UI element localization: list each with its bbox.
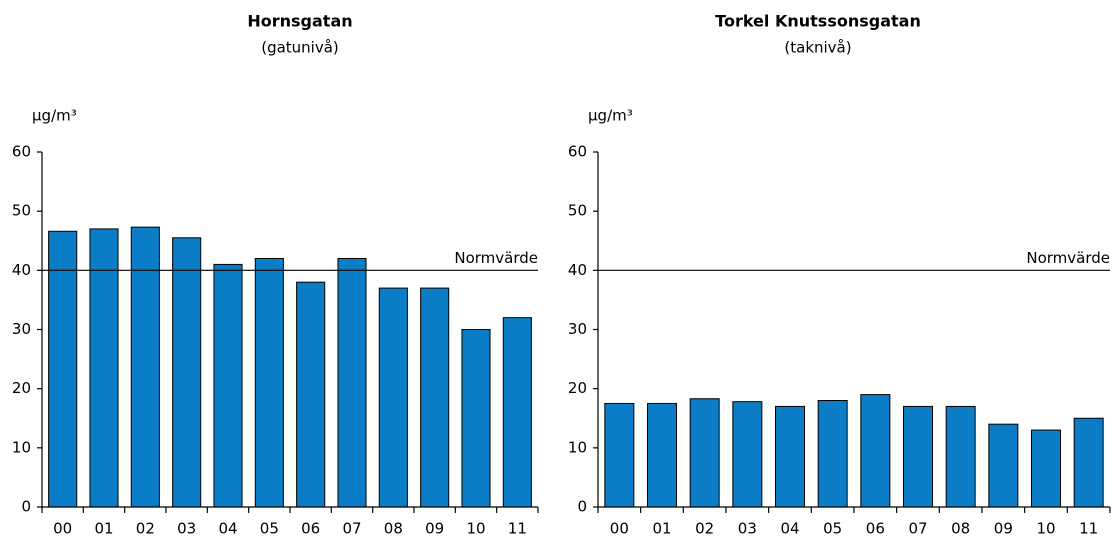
x-tick-label: 02 [695, 520, 714, 538]
bar [732, 401, 763, 508]
x-tick-label: 11 [508, 520, 527, 538]
y-tick-label: 30 [568, 320, 587, 338]
x-tick-label: 03 [177, 520, 196, 538]
bar [902, 405, 934, 508]
bar [646, 402, 678, 508]
bar [337, 258, 367, 508]
x-tick-label: 10 [466, 520, 485, 538]
x-tick-label: 09 [425, 520, 444, 538]
chart-subtitle: (gatunivå) [261, 39, 339, 57]
chart-title: Hornsgatan [247, 12, 352, 31]
x-tick-label: 03 [738, 520, 757, 538]
bar [502, 317, 532, 508]
y-tick-label: 0 [21, 498, 31, 516]
bar [817, 400, 848, 508]
bar [945, 405, 976, 508]
y-tick-label: 50 [568, 202, 587, 220]
bar [378, 287, 408, 508]
x-tick-label: 10 [1036, 520, 1055, 538]
bar [420, 287, 450, 508]
bar [689, 398, 720, 508]
bar [48, 230, 78, 508]
y-tick-label: 60 [12, 143, 31, 161]
x-tick-label: 05 [823, 520, 842, 538]
x-tick-label: 05 [260, 520, 279, 538]
x-tick-label: 09 [994, 520, 1013, 538]
x-tick-label: 04 [218, 520, 237, 538]
y-tick-label: 20 [568, 379, 587, 397]
x-tick-label: 06 [866, 520, 885, 538]
x-tick-label: 00 [610, 520, 629, 538]
x-tick-label: 07 [342, 520, 361, 538]
y-tick-label: 60 [568, 143, 587, 161]
bar [988, 423, 1019, 508]
bar [1073, 417, 1104, 508]
x-tick-label: 04 [780, 520, 799, 538]
x-tick-label: 11 [1079, 520, 1098, 538]
bar [130, 226, 160, 508]
reference-label: Normvärde [1026, 249, 1110, 267]
x-tick-label: 07 [908, 520, 927, 538]
x-tick-label: 01 [652, 520, 671, 538]
y-tick-label: 20 [12, 379, 31, 397]
y-tick-label: 50 [12, 202, 31, 220]
y-axis-label: µg/m³ [32, 107, 77, 125]
x-tick-label: 08 [951, 520, 970, 538]
x-tick-label: 01 [94, 520, 113, 538]
bar [604, 402, 635, 508]
bar [296, 281, 326, 508]
bar [254, 258, 284, 508]
x-tick-label: 06 [301, 520, 320, 538]
x-tick-label: 02 [136, 520, 155, 538]
x-tick-label: 00 [53, 520, 72, 538]
y-tick-label: 40 [568, 261, 587, 279]
bar [1030, 429, 1062, 508]
bar [860, 394, 891, 508]
y-tick-label: 10 [12, 438, 31, 456]
chart-subtitle: (taknivå) [784, 39, 851, 57]
x-tick-label: 08 [384, 520, 403, 538]
y-tick-label: 0 [577, 498, 587, 516]
y-axis-label: µg/m³ [588, 107, 633, 125]
bar [461, 329, 491, 508]
bar [172, 237, 202, 508]
bar [774, 405, 806, 508]
chart-title: Torkel Knutssonsgatan [715, 12, 921, 31]
y-tick-label: 10 [568, 438, 587, 456]
y-tick-label: 40 [12, 261, 31, 279]
y-tick-label: 30 [12, 320, 31, 338]
bar [213, 263, 243, 508]
reference-label: Normvärde [454, 249, 538, 267]
bar [89, 228, 119, 508]
